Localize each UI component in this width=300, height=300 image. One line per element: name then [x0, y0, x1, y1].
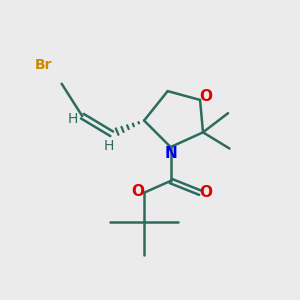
Text: H: H: [103, 139, 114, 153]
Text: O: O: [199, 89, 212, 104]
Text: H: H: [68, 112, 78, 126]
Text: Br: Br: [35, 58, 53, 72]
Text: O: O: [200, 185, 212, 200]
Text: O: O: [132, 184, 145, 199]
Text: N: N: [164, 146, 177, 161]
